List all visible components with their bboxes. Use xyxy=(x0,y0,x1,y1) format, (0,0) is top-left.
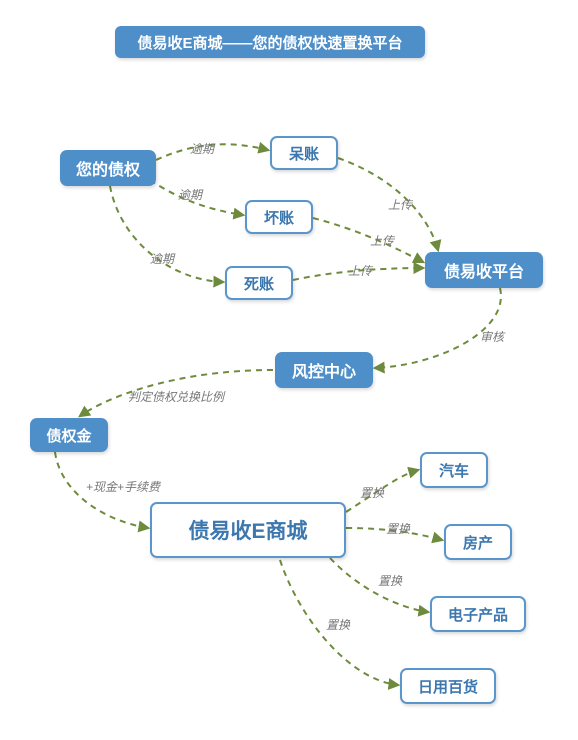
node-platform: 债易收平台 xyxy=(425,252,543,288)
node-label: 汽车 xyxy=(439,460,469,481)
edge-mall-house xyxy=(346,528,442,540)
node-label: 呆账 xyxy=(289,143,319,164)
node-label: 您的债权 xyxy=(76,156,140,180)
node-bad_debt: 坏账 xyxy=(245,200,313,234)
edge-claim_gold-mall xyxy=(55,452,148,528)
edge-mall-car xyxy=(346,470,418,512)
node-label: 债权金 xyxy=(46,425,91,446)
node-label: 债易收平台 xyxy=(444,258,524,282)
node-dead_debt2: 死账 xyxy=(225,266,293,300)
edge-mall-electronics xyxy=(330,558,428,612)
node-label: 电子产品 xyxy=(448,604,508,625)
diagram-title: 债易收E商城——您的债权快速置换平台 xyxy=(115,26,425,58)
edge-label-platform-risk_center: 审核 xyxy=(480,328,504,345)
edge-label-your_claim-dead_debt1: 逾期 xyxy=(190,140,214,157)
edge-your_claim-bad_debt xyxy=(150,180,243,215)
edge-mall-daily_goods xyxy=(280,560,398,685)
edge-dead_debt2-platform xyxy=(293,268,423,280)
diagram-title-text: 债易收E商城——您的债权快速置换平台 xyxy=(137,32,402,53)
node-car: 汽车 xyxy=(420,452,488,488)
edge-label-mall-car: 置换 xyxy=(360,484,384,501)
node-electronics: 电子产品 xyxy=(430,596,526,632)
node-claim_gold: 债权金 xyxy=(30,418,108,452)
node-mall: 债易收E商城 xyxy=(150,502,346,558)
edge-label-your_claim-dead_debt2: 逾期 xyxy=(150,250,174,267)
node-label: 坏账 xyxy=(264,207,294,228)
node-label: 日用百货 xyxy=(418,676,478,697)
edge-label-dead_debt2-platform: 上传 xyxy=(348,262,372,279)
node-dead_debt1: 呆账 xyxy=(270,136,338,170)
edge-your_claim-dead_debt2 xyxy=(110,186,223,282)
node-label: 死账 xyxy=(244,273,274,294)
edge-label-your_claim-bad_debt: 逾期 xyxy=(178,186,202,203)
edge-bad_debt-platform xyxy=(313,218,423,262)
node-house: 房产 xyxy=(444,524,512,560)
edge-label-mall-daily_goods: 置换 xyxy=(326,616,350,633)
node-label: 风控中心 xyxy=(292,358,356,382)
edge-label-dead_debt1-platform: 上传 xyxy=(388,196,412,213)
edge-label-claim_gold-mall: +现金+手续费 xyxy=(86,478,160,495)
edge-label-bad_debt-platform: 上传 xyxy=(370,232,394,249)
node-risk_center: 风控中心 xyxy=(275,352,373,388)
edge-label-mall-house: 置换 xyxy=(386,520,410,537)
edge-risk_center-claim_gold xyxy=(80,370,273,416)
diagram-stage: { "canvas": { "width": 578, "height": 74… xyxy=(0,0,578,740)
node-label: 债易收E商城 xyxy=(188,515,307,545)
edge-label-risk_center-claim_gold: 判定债权兑换比例 xyxy=(128,388,224,405)
edge-your_claim-dead_debt1 xyxy=(156,144,268,160)
node-your_claim: 您的债权 xyxy=(60,150,156,186)
node-daily_goods: 日用百货 xyxy=(400,668,496,704)
edge-dead_debt1-platform xyxy=(338,158,438,250)
edge-label-mall-electronics: 置换 xyxy=(378,572,402,589)
node-label: 房产 xyxy=(463,532,493,553)
edge-platform-risk_center xyxy=(375,288,501,368)
